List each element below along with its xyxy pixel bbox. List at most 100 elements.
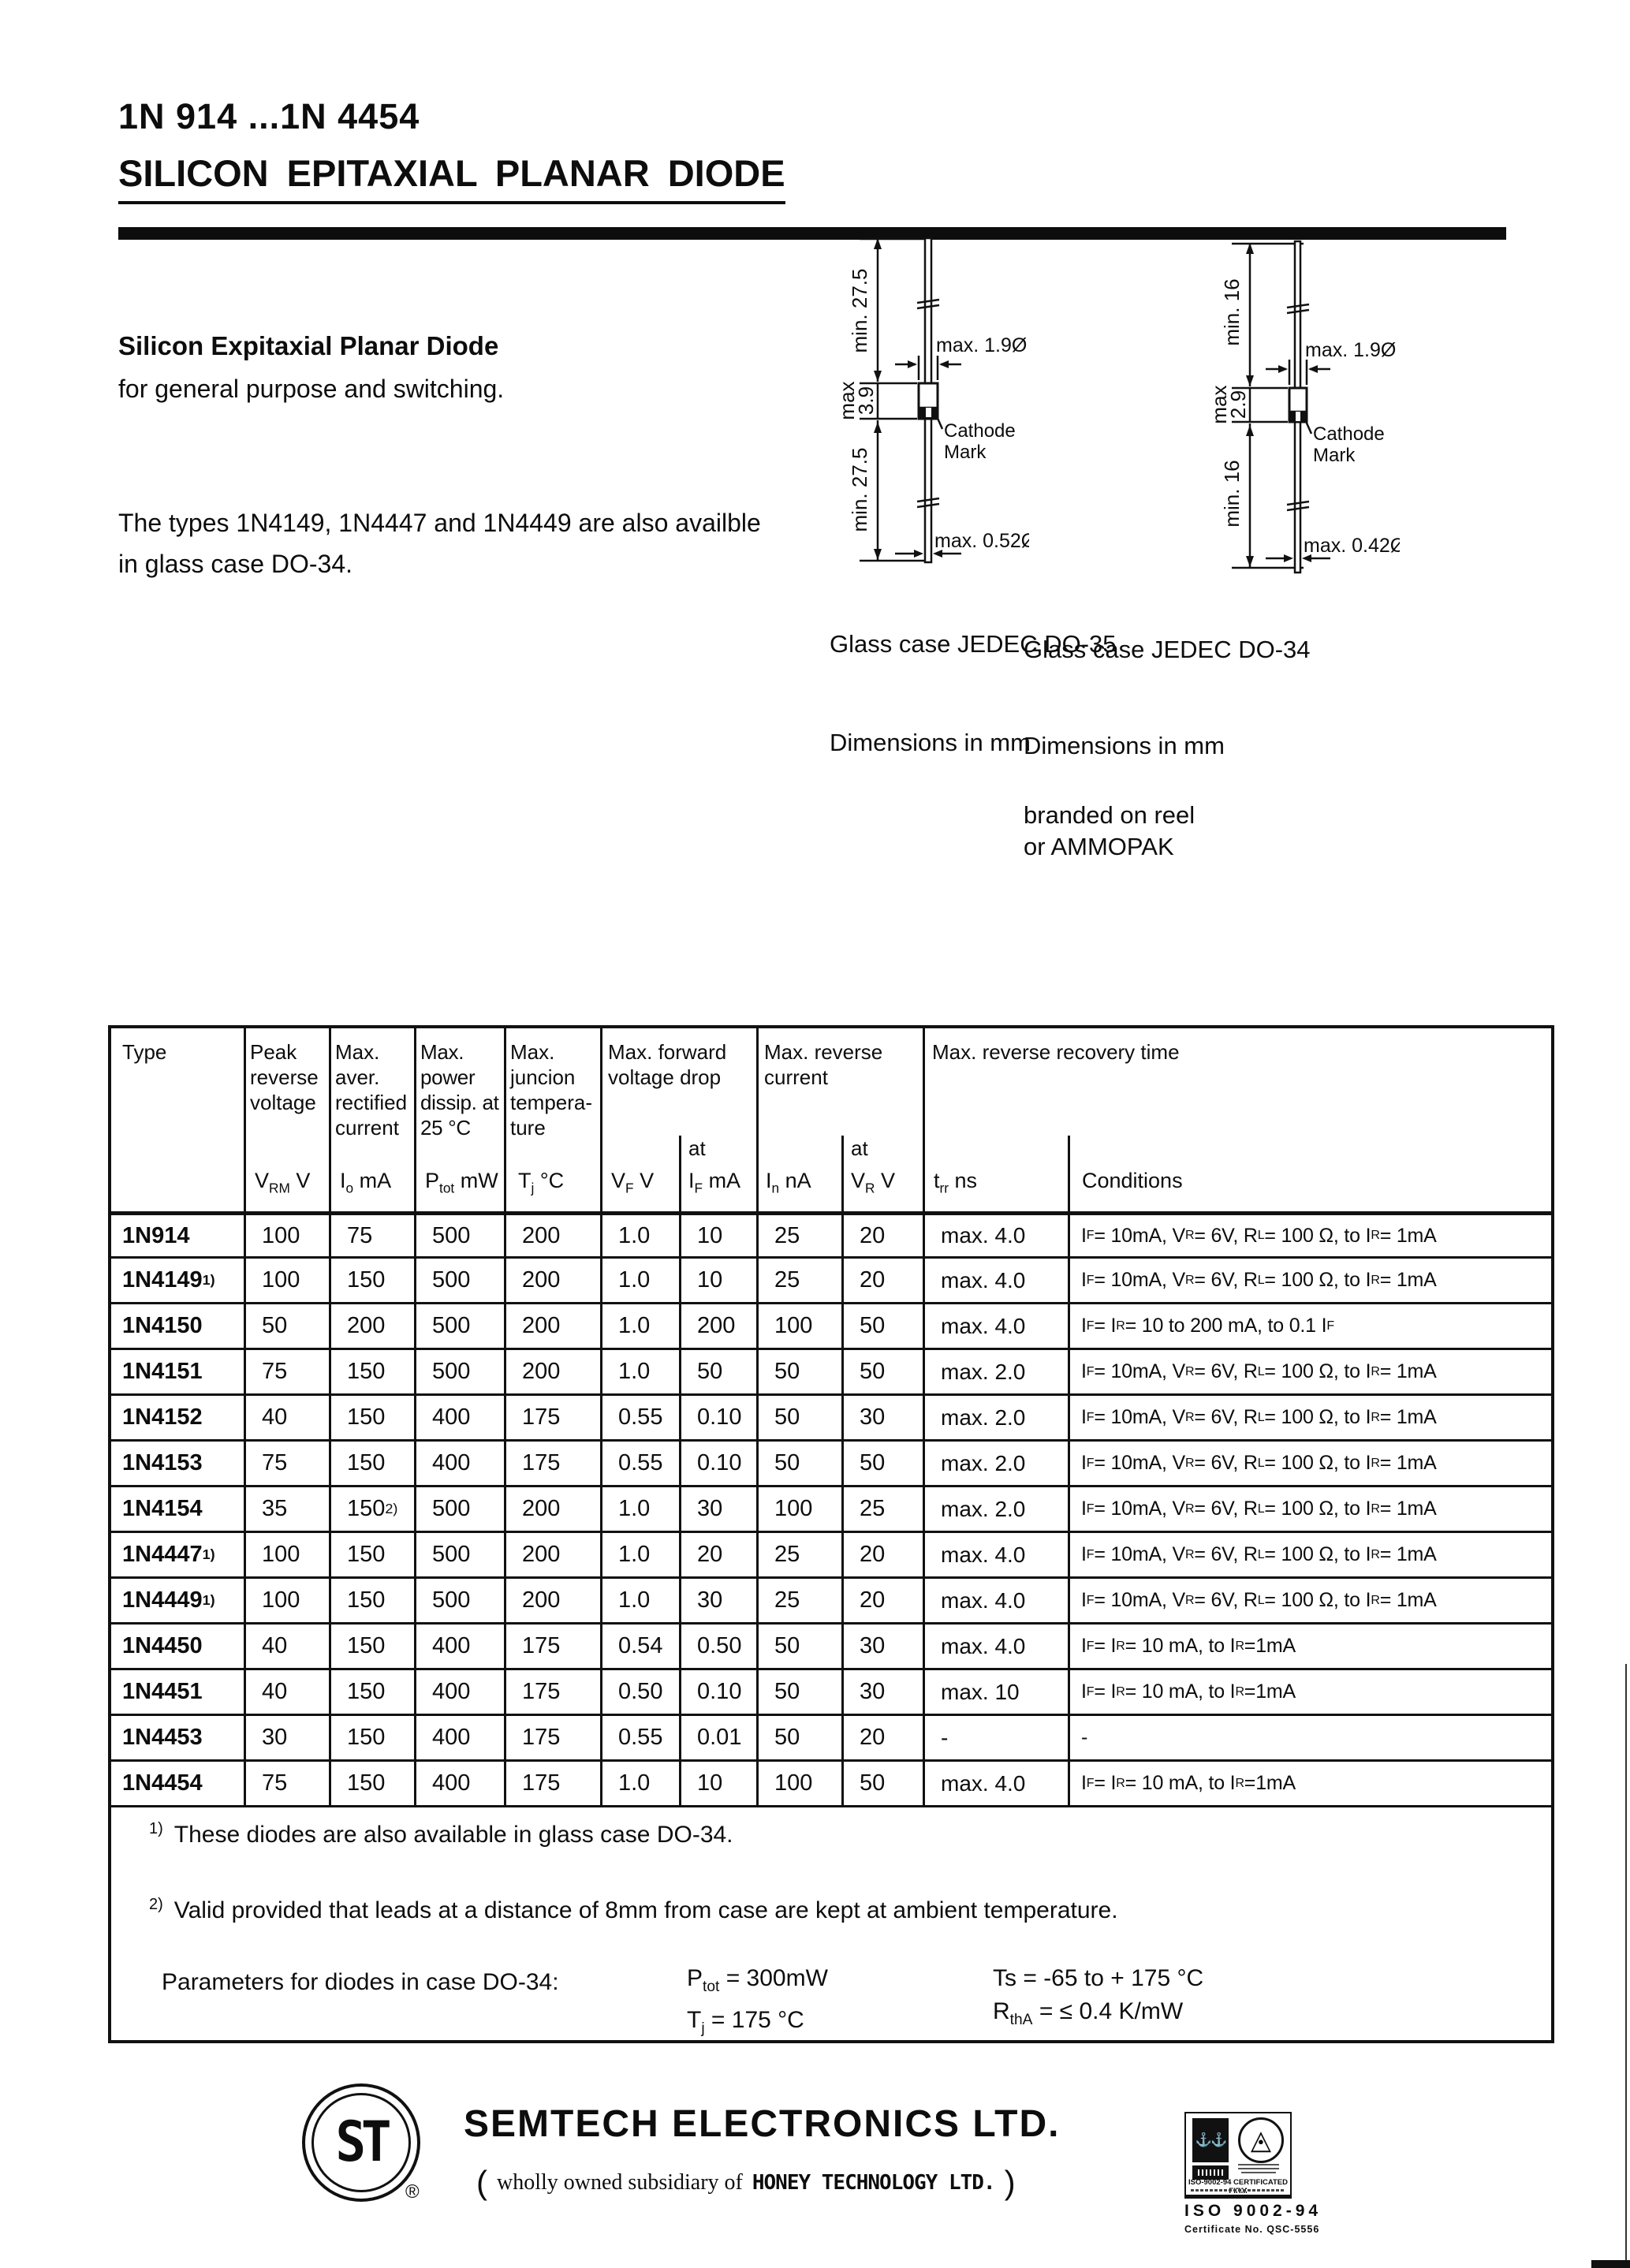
cell-vf: 0.55 (600, 1396, 679, 1439)
header-peak-reverse-voltage: Peak reverse voltage (250, 1040, 319, 1114)
cell-vr: 20 (841, 1215, 923, 1256)
cell-if: 10 (679, 1762, 756, 1805)
cell-ptot: 500 (414, 1350, 504, 1393)
do34-lead-diameter: max. 0.42Ø (1304, 535, 1400, 557)
cell-ptot: 500 (414, 1259, 504, 1302)
do34-cathode-label-2: Mark (1313, 445, 1356, 466)
cert-firm-text: ISO-9002-94 CERTIFICATED FIRM (1188, 2178, 1288, 2195)
cell-vr: 30 (841, 1670, 923, 1714)
param-tj: Tj = 175 °C (687, 2007, 804, 2037)
cell-vrm: 100 (244, 1259, 329, 1302)
cell-tj: 200 (504, 1350, 600, 1393)
certificate-number: Certificate No. QSC-5556 (1184, 2224, 1320, 2235)
cell-tj: 175 (504, 1442, 600, 1485)
do34-top-lead-dim: min. 16 (1220, 278, 1244, 345)
cell-vr: 20 (841, 1579, 923, 1622)
cell-if: 0.10 (679, 1670, 756, 1714)
cell-ptot: 400 (414, 1625, 504, 1668)
cell-vf: 1.0 (600, 1487, 679, 1531)
cell-trr: - (923, 1716, 1068, 1759)
cell-ir: 50 (756, 1670, 841, 1714)
parent-company-name: HONEY TECHNOLOGY LTD. (752, 2171, 996, 2195)
cell-io: 150 (329, 1350, 414, 1393)
anchor-logo-icon: ⚓⚓ (1192, 2118, 1229, 2162)
cell-if: 30 (679, 1579, 756, 1622)
unit-trr: trr ns (934, 1169, 978, 1196)
part-range-title: 1N 914 ...1N 4454 (118, 96, 420, 136)
triangle-seal-icon: △ ● (1238, 2117, 1284, 2163)
cell-type: 1N4454 (122, 1770, 203, 1796)
params-label: Parameters for diodes in case DO-34: (162, 1969, 559, 1995)
header-at-forward: at (688, 1136, 706, 1160)
cell-type: 1N4149 1) (122, 1267, 215, 1293)
cell-if: 50 (679, 1350, 756, 1393)
note-line-2: in glass case DO-34. (118, 550, 353, 578)
cell-ptot: 500 (414, 1215, 504, 1256)
cell-type: 1N4449 1) (122, 1587, 215, 1613)
do35-caption: Glass case JEDEC DO-35 (830, 630, 1117, 658)
header-type: Type (122, 1040, 167, 1064)
cell-vrm: 100 (244, 1533, 329, 1576)
cell-trr: max. 10 (923, 1670, 1068, 1714)
do34-body-dim-1: max (1207, 385, 1231, 423)
cell-type: 1N4447 1) (122, 1542, 215, 1567)
cell-trr: max. 2.0 (923, 1396, 1068, 1439)
cell-trr: max. 4.0 (923, 1625, 1068, 1668)
do34-packing-note-1: branded on reel (1024, 801, 1195, 829)
unit-vrm: VRM V (255, 1169, 311, 1196)
do34-body-diameter: max. 1.9Ø (1305, 339, 1396, 361)
table-row: 1N4451 40 150 400 175 0.50 0.10 50 30 max. 10 I F =… (111, 1668, 1551, 1714)
cell-io: 150 (329, 1579, 414, 1622)
header-avg-rectified-current: Max. aver. rectified current (335, 1040, 408, 1140)
header-forward-voltage-drop: Max. forward voltage drop (608, 1040, 727, 1089)
cell-io: 150 (329, 1716, 414, 1759)
footnote-2: 2) Valid provided that leads at a distanc… (149, 1896, 1118, 1923)
cell-vrm: 30 (244, 1716, 329, 1759)
cell-ir: 50 (756, 1716, 841, 1759)
table-header: Type Peak reverse voltage Max. aver. rec… (111, 1028, 1551, 1215)
cell-trr: max. 4.0 (923, 1215, 1068, 1256)
unit-ptot: Ptot mW (425, 1169, 498, 1196)
cell-vf: 0.54 (600, 1625, 679, 1668)
cell-type: 1N4154 (122, 1496, 203, 1521)
params-col1: Ptot = 300mW Tj = 175 °C (687, 1962, 828, 2046)
cell-ir: 50 (756, 1625, 841, 1668)
do35-body-diameter: max. 1.9Ø (936, 334, 1027, 356)
do34-bottom-lead-dim: min. 16 (1220, 460, 1244, 527)
cell-ir: 100 (756, 1304, 841, 1348)
scan-corner-bar (1591, 2260, 1630, 2268)
cell-ptot: 500 (414, 1533, 504, 1576)
cell-vr: 30 (841, 1396, 923, 1439)
cell-if: 200 (679, 1304, 756, 1348)
cell-vrm: 40 (244, 1625, 329, 1668)
cell-io: 200 (329, 1304, 414, 1348)
cell-trr: max. 2.0 (923, 1350, 1068, 1393)
table-row: 1N4450 40 150 400 175 0.54 0.50 50 30 max. 4.0 I F … (111, 1622, 1551, 1668)
cell-vrm: 75 (244, 1350, 329, 1393)
cell-vrm: 100 (244, 1215, 329, 1256)
scan-edge-line (1625, 1664, 1627, 2268)
cell-if: 30 (679, 1487, 756, 1531)
table-row: 1N4149 1) 100 150 500 200 1.0 10 25 20 max. 4.0 I F … (111, 1256, 1551, 1302)
paren-open: ( (476, 2164, 487, 2201)
cell-vf: 0.50 (600, 1670, 679, 1714)
cell-vf: 1.0 (600, 1762, 679, 1805)
unit-vf: VF V (611, 1169, 655, 1196)
table-row: 1N4150 50 200 500 200 1.0 200 100 50 max. 4.0 I F =… (111, 1302, 1551, 1348)
cell-if: 20 (679, 1533, 756, 1576)
cell-ptot: 500 (414, 1304, 504, 1348)
cell-vf: 1.0 (600, 1533, 679, 1576)
header-junction-temperature: Max. juncion tempera-ture (510, 1040, 593, 1140)
cell-vr: 20 (841, 1259, 923, 1302)
cell-trr: max. 4.0 (923, 1579, 1068, 1622)
cell-io: 150 (329, 1259, 414, 1302)
cell-type: 1N914 (122, 1222, 190, 1248)
cell-ir: 100 (756, 1487, 841, 1531)
table-rows: 1N914 100 75 500 200 1.0 10 25 20 max. 4.0 I F = 10… (111, 1215, 1551, 1805)
